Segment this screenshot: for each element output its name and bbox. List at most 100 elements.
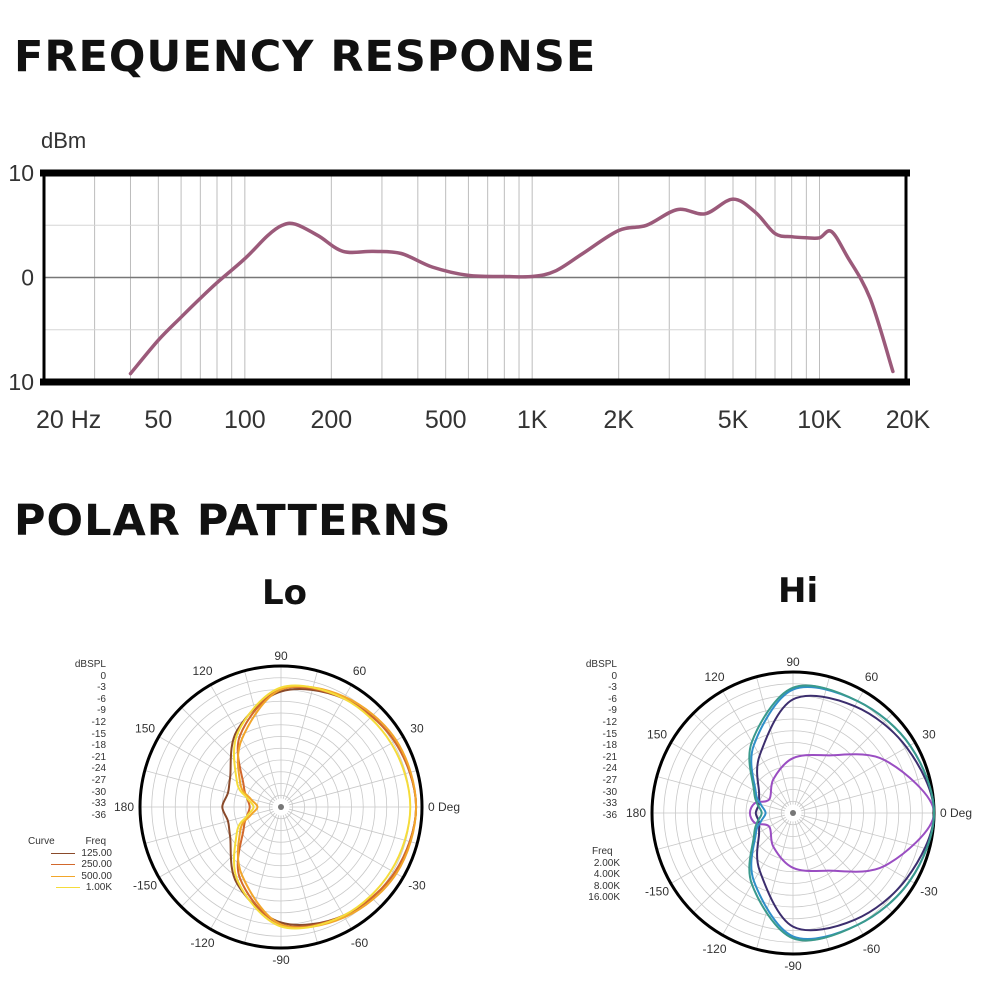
lo-ring (210, 736, 352, 878)
lo-ring (139, 665, 423, 949)
hi-angle-label: -30 (920, 885, 938, 899)
lo-spoke (158, 810, 274, 878)
hi-ring (710, 730, 876, 896)
x-tick-label: 2K (603, 406, 634, 434)
lo-legend-header: Curve Freq (28, 836, 112, 848)
hi-legend-item: 8.00K (570, 881, 620, 893)
lo-ring (198, 724, 364, 890)
hi-spoke (656, 776, 785, 812)
hi-ring (675, 695, 911, 931)
lo-spoke (286, 707, 381, 802)
hi-scale-tick: -12 (602, 716, 617, 728)
hi-spoke (801, 814, 930, 850)
lo-spoke (284, 684, 352, 800)
hi-spoke (693, 818, 788, 913)
lo-ring (174, 700, 388, 914)
hi-legend-label: 2.00K (593, 857, 620, 869)
lo-scale-tick: -27 (91, 774, 106, 786)
hi-angle-label: -90 (784, 959, 802, 973)
lo-ring (245, 771, 317, 843)
hi-spoke (796, 820, 864, 936)
hi-ring (745, 765, 841, 861)
hi-dbspl-label: dBSPL (585, 659, 617, 670)
hi-scale-tick: -3 (608, 682, 617, 694)
hi-curve-8.00K (750, 686, 936, 940)
hi-ring (733, 753, 853, 873)
lo-curve-500.00 (236, 685, 418, 929)
hi-angle-label: 30 (922, 728, 936, 742)
lo-scale-tick: -33 (91, 798, 106, 810)
hi-scale-tick: -6 (608, 693, 617, 705)
hi-polar-title: Hi (778, 571, 819, 611)
lo-spoke (286, 812, 381, 907)
x-tick-label: 1K (517, 406, 548, 434)
hi-legend-item: 2.00K (570, 858, 620, 870)
hi-angle-label: -60 (863, 942, 881, 956)
lo-dbspl-label: dBSPL (74, 659, 106, 670)
hi-angle-label: 180 (626, 806, 646, 820)
hi-spoke (756, 821, 792, 950)
x-tick-label: 200 (310, 406, 352, 434)
lo-legend-item: 125.00 (28, 848, 112, 860)
lo-polar-title: Lo (262, 573, 308, 613)
hi-spoke (794, 821, 830, 950)
y-tick-label: 10 (8, 160, 34, 186)
lo-ring (221, 747, 341, 867)
lo-ring (163, 689, 399, 925)
x-tick-label: 500 (425, 406, 467, 434)
lo-scale-tick: -36 (91, 809, 106, 821)
frequency-response-curve (128, 197, 895, 376)
lo-curve-125.00 (221, 688, 418, 926)
lo-spoke (284, 814, 352, 930)
lo-outer-ring (138, 664, 424, 950)
lo-ring (186, 712, 376, 902)
hi-scale-tick: -36 (602, 809, 617, 821)
lo-curve-1.00K (232, 684, 412, 930)
lo-angle-label: 150 (135, 722, 155, 736)
hi-legend-label: 8.00K (593, 880, 620, 892)
hi-scale-tick: -18 (602, 740, 617, 752)
lo-angle-label: -120 (190, 936, 214, 950)
y-tick-label: 10 (8, 369, 34, 395)
hi-scale-tick: -15 (602, 728, 617, 740)
hi-spoke (800, 742, 916, 810)
lo-spoke (289, 808, 418, 844)
hi-legend: Freq 2.00K 4.00K 8.00K 16.00K (570, 846, 620, 904)
hi-spoke (670, 816, 786, 884)
x-tick-label: 20K (886, 406, 931, 434)
lo-legend-item: 250.00 (28, 859, 112, 871)
hi-spoke (656, 814, 785, 850)
lo-angle-label: -150 (133, 879, 157, 893)
hi-legend-item: 4.00K (570, 869, 620, 881)
hi-spoke (801, 776, 930, 812)
lo-ring (151, 677, 411, 937)
lo-scale-tick: -12 (91, 716, 106, 728)
lo-legend-curve-header: Curve (28, 836, 55, 847)
hi-center-dot (790, 810, 796, 816)
hi-ring (651, 671, 935, 955)
hi-angle-label: -150 (645, 885, 669, 899)
x-tick-label: 100 (224, 406, 266, 434)
polar-patterns-title: POLAR PATTERNS (14, 496, 452, 546)
y-axis-label: dBm (41, 128, 86, 153)
lo-legend-swatch (51, 852, 76, 854)
hi-ring (686, 706, 900, 920)
lo-spoke (210, 814, 278, 930)
lo-spoke (244, 670, 280, 799)
lo-scale-tick: -18 (91, 740, 106, 752)
hi-scale-tick: -30 (602, 786, 617, 798)
x-tick-label: 20 Hz (36, 406, 101, 434)
lo-angle-label: 120 (192, 664, 212, 678)
hi-dbspl-scale: dBSPL 0 -3 -6 -9 -12 -15 -18 -21 -24 -27 -30 -33 -36 (567, 659, 617, 821)
lo-spoke (244, 815, 280, 944)
lo-legend-label: 250.00 (81, 859, 112, 870)
hi-angle-label: -120 (702, 942, 726, 956)
lo-spoke (144, 770, 273, 806)
hi-legend-label: 16.00K (588, 892, 620, 903)
lo-curve-250.00 (236, 686, 418, 928)
lo-spoke (181, 812, 276, 907)
hi-spoke (798, 713, 893, 808)
lo-angle-label: -60 (351, 936, 369, 950)
lo-spoke (158, 736, 274, 804)
